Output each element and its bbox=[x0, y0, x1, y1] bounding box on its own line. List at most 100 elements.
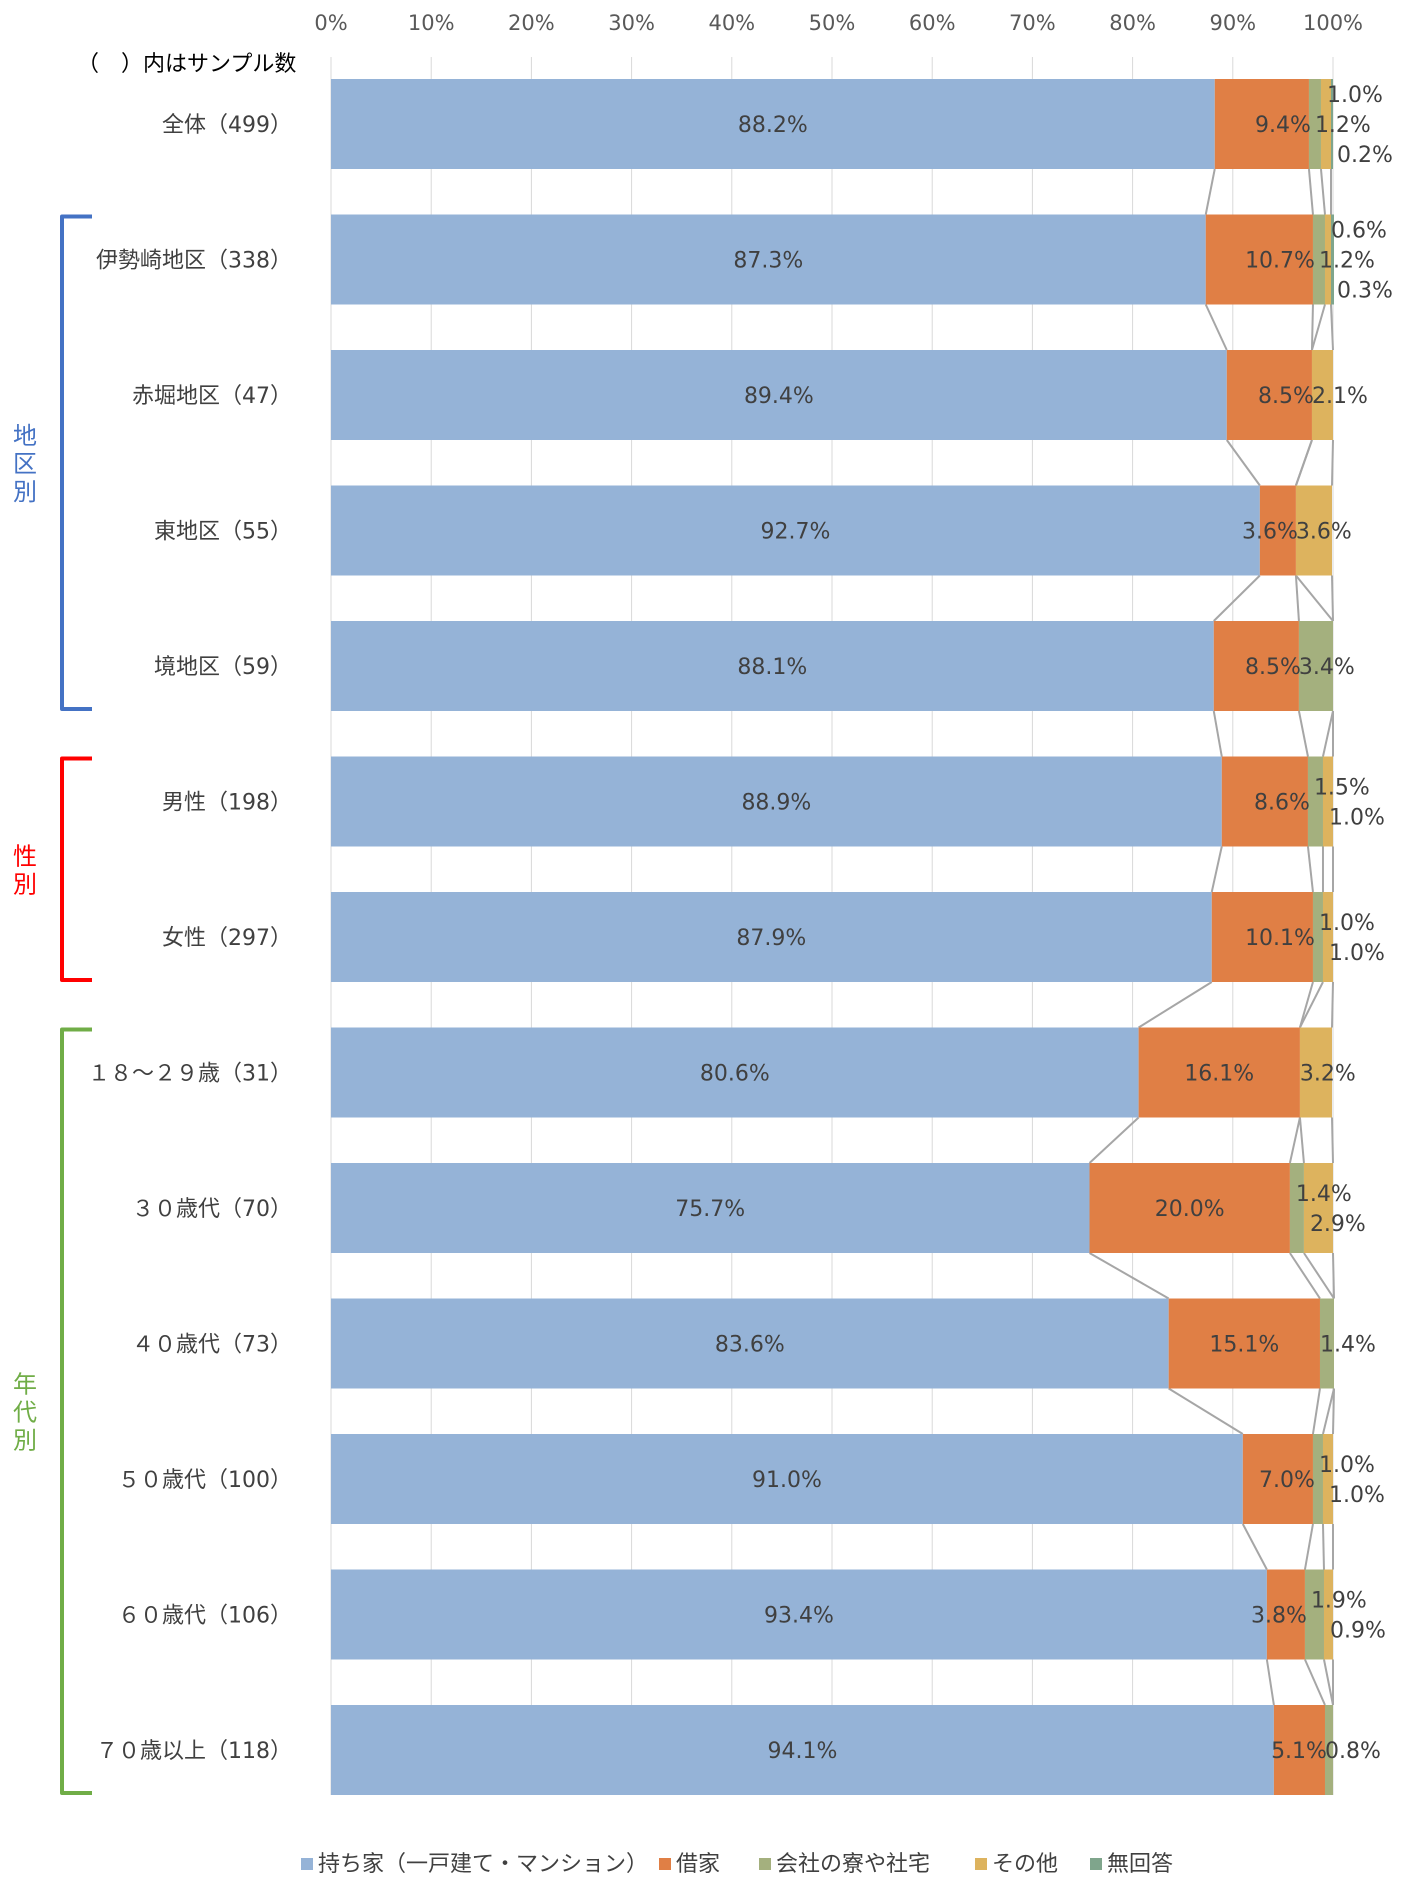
bar-segment bbox=[1089, 1163, 1290, 1253]
data-label: 88.2% bbox=[738, 113, 808, 138]
bar-segment bbox=[1308, 79, 1321, 169]
legend-swatch bbox=[759, 1858, 771, 1870]
bar-segment bbox=[331, 892, 1212, 982]
data-label: 0.3% bbox=[1337, 279, 1393, 304]
data-label: 8.5% bbox=[1258, 384, 1314, 409]
row-label: １８～２９歳（31） bbox=[88, 1062, 292, 1087]
data-label: 80.6% bbox=[700, 1062, 770, 1087]
series-connector bbox=[1298, 1117, 1305, 1164]
series-connector bbox=[1298, 981, 1314, 1028]
data-labels: 88.2% 9.4% 1.0% 1.2% 0.2% 87.3% 10.7% 0.6% 1.2% 0… bbox=[675, 83, 1393, 1764]
bar-segment bbox=[331, 1434, 1243, 1524]
bar-segment bbox=[1322, 1434, 1333, 1524]
data-label: 87.9% bbox=[736, 926, 806, 951]
series-connector bbox=[1138, 981, 1213, 1029]
x-tick-label: 90% bbox=[1209, 11, 1256, 35]
bar-segment bbox=[331, 214, 1206, 305]
data-label: 7.0% bbox=[1259, 1468, 1315, 1493]
x-axis-ticks: 0% 10% 20% 30% 40% 50% 60% 70% 80% 90% 100% bbox=[314, 11, 1363, 35]
data-label: 9.4% bbox=[1255, 113, 1311, 138]
group-label: 年代別 bbox=[13, 1370, 37, 1454]
series-connectors bbox=[1088, 168, 1336, 1706]
series-connector bbox=[1295, 574, 1334, 622]
series-connector bbox=[1265, 1659, 1275, 1706]
x-tick-label: 30% bbox=[608, 11, 655, 35]
bar-segment bbox=[1298, 621, 1333, 711]
bar-segment bbox=[1211, 892, 1313, 982]
series-connector bbox=[1311, 1388, 1321, 1435]
data-label: 1.5% bbox=[1314, 776, 1370, 801]
bar-segment bbox=[1320, 79, 1331, 169]
bar-segment bbox=[1324, 1705, 1333, 1795]
bar-segment bbox=[1299, 1027, 1332, 1118]
series-connector bbox=[1089, 1252, 1170, 1300]
data-label: 3.6% bbox=[1296, 520, 1352, 545]
x-tick-label: 20% bbox=[508, 11, 555, 35]
legend-swatch bbox=[1090, 1858, 1102, 1870]
bar-segment bbox=[1266, 1569, 1305, 1660]
data-label: 1.0% bbox=[1319, 1453, 1375, 1478]
group-bracket bbox=[60, 214, 92, 711]
series-connector bbox=[1332, 1388, 1336, 1435]
data-label: 1.0% bbox=[1319, 911, 1375, 936]
data-label: 75.7% bbox=[675, 1197, 745, 1222]
series-connector bbox=[1322, 1388, 1335, 1435]
series-connector bbox=[1322, 710, 1334, 757]
bar-segment bbox=[1312, 1434, 1323, 1524]
legend: 持ち家（一戸建て・マンション） 借家 会社の寮や社宅 その他 無回答 bbox=[301, 1852, 1173, 1877]
series-connector bbox=[1288, 1117, 1301, 1164]
bar-segment bbox=[1304, 1569, 1324, 1660]
legend-swatch bbox=[975, 1858, 987, 1870]
series-connector bbox=[1330, 981, 1334, 1028]
bar-segment bbox=[1295, 485, 1332, 576]
data-label: 1.4% bbox=[1320, 1333, 1376, 1358]
bar-segment bbox=[331, 350, 1227, 440]
data-label: 20.0% bbox=[1155, 1197, 1225, 1222]
data-label: 8.6% bbox=[1254, 791, 1310, 816]
row-label: ７０歳以上（118） bbox=[96, 1739, 292, 1764]
series-connector bbox=[1306, 846, 1314, 893]
series-connector bbox=[1204, 304, 1228, 351]
bar-segment bbox=[1226, 350, 1312, 440]
series-connector bbox=[1323, 1659, 1334, 1706]
bar-segment bbox=[1312, 214, 1325, 305]
series-connector bbox=[1319, 168, 1326, 215]
bar-segment bbox=[1323, 1569, 1333, 1660]
data-label: 8.5% bbox=[1245, 655, 1301, 680]
bar-segment bbox=[1324, 214, 1331, 305]
row-label: 男性（198） bbox=[162, 791, 292, 816]
series-connector bbox=[1213, 574, 1261, 622]
data-label: 94.1% bbox=[767, 1739, 837, 1764]
data-label: 1.0% bbox=[1329, 941, 1385, 966]
bar-segment bbox=[331, 485, 1260, 576]
x-tick-label: 80% bbox=[1109, 11, 1156, 35]
series-connector bbox=[1088, 1116, 1140, 1164]
row-label: 女性（297） bbox=[162, 926, 292, 951]
bar-segment bbox=[1311, 350, 1333, 440]
series-connector bbox=[1294, 439, 1313, 486]
row-label: ６０歳代（106） bbox=[118, 1604, 292, 1629]
series-connector bbox=[1304, 1659, 1326, 1706]
data-label: 83.6% bbox=[715, 1333, 785, 1358]
row-labels: 全体（499） 伊勢崎地区（338） 赤堀地区（47） 東地区（55） 境地区（59） 男… bbox=[88, 113, 292, 1764]
row-label: ３０歳代（70） bbox=[132, 1197, 292, 1222]
legend-label: 会社の寮や社宅 bbox=[776, 1852, 930, 1877]
series-connector bbox=[1330, 575, 1334, 622]
x-tick-label: 0% bbox=[314, 11, 347, 35]
bar-segment bbox=[1168, 1298, 1320, 1389]
row-label: 全体（499） bbox=[162, 113, 292, 138]
data-label: 10.1% bbox=[1245, 926, 1315, 951]
bar-segment bbox=[331, 1298, 1169, 1389]
group-label: 性別 bbox=[13, 842, 37, 898]
series-connector bbox=[1204, 168, 1216, 215]
series-connector bbox=[1321, 1523, 1325, 1570]
series-connector bbox=[1330, 1117, 1334, 1164]
bar-segment bbox=[1242, 1434, 1313, 1524]
bars bbox=[331, 79, 1335, 1795]
data-label: 0.2% bbox=[1337, 143, 1393, 168]
bar-segment bbox=[1319, 1298, 1335, 1389]
bar-segment bbox=[1273, 1705, 1325, 1795]
data-label: 88.9% bbox=[741, 791, 811, 816]
data-label: 3.8% bbox=[1251, 1604, 1307, 1629]
legend-label: その他 bbox=[992, 1852, 1058, 1877]
